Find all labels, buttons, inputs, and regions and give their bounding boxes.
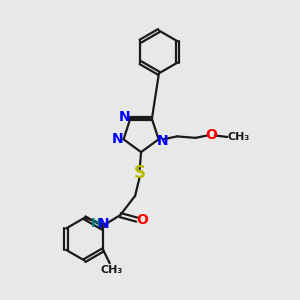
Text: S: S xyxy=(134,164,146,182)
Text: CH₃: CH₃ xyxy=(100,265,122,275)
Text: N: N xyxy=(112,132,123,146)
Text: O: O xyxy=(136,212,148,226)
Text: N: N xyxy=(156,134,168,148)
Text: CH₃: CH₃ xyxy=(227,132,250,142)
Text: N: N xyxy=(119,110,131,124)
Text: N: N xyxy=(98,217,109,231)
Text: O: O xyxy=(205,128,217,142)
Text: H: H xyxy=(91,217,102,230)
